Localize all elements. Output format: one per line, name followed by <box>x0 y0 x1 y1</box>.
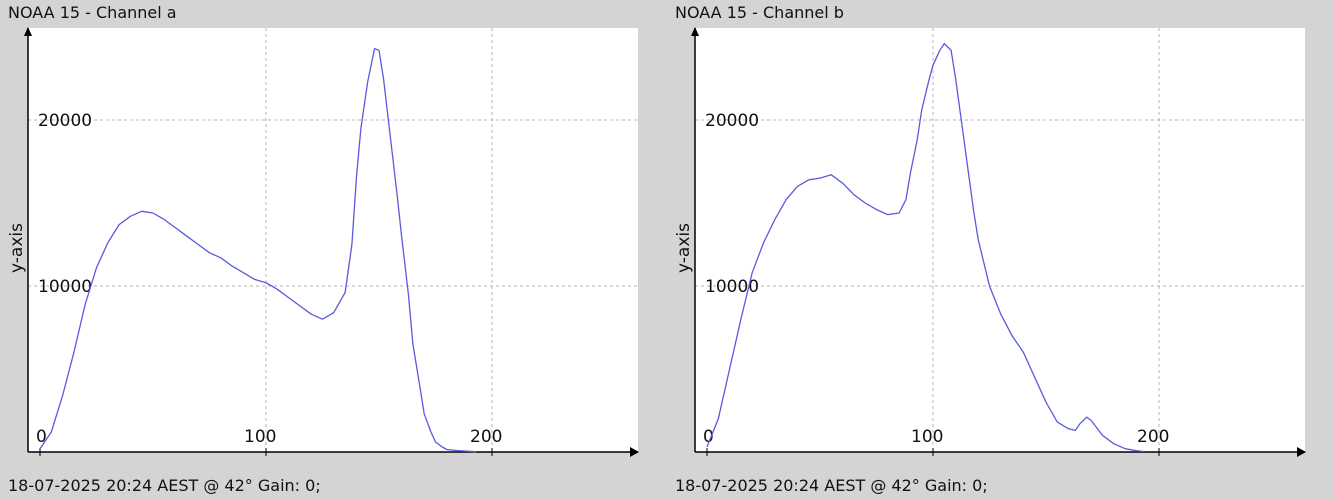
y-axis-arrow <box>691 27 699 36</box>
x-tick-label: 100 <box>911 427 943 447</box>
y-axis-title: y-axis <box>7 223 27 273</box>
y-tick-label: 20000 <box>38 111 92 131</box>
chart-panel-channel-a: NOAA 15 - Channel a 0 100 200 10000 20000 y-a… <box>7 3 639 495</box>
x-tick-label: 100 <box>244 427 276 447</box>
x-tick-label: 0 <box>36 427 47 447</box>
chart-canvas: 0 100 200 10000 20000 y-axis <box>7 27 639 457</box>
chart-canvas: 0 100 200 10000 20000 y-axis <box>674 27 1306 457</box>
chart-title: NOAA 15 - Channel b <box>675 3 844 22</box>
x-tick-label: 200 <box>470 427 502 447</box>
x-tick-label: 0 <box>703 427 714 447</box>
series-line <box>706 42 1144 453</box>
y-axis-arrow <box>24 27 32 36</box>
y-tick-label: 20000 <box>705 111 759 131</box>
chart-panel-channel-b: NOAA 15 - Channel b 0 100 200 10000 20000 y-a… <box>667 0 1334 500</box>
chart-footer-status: 18-07-2025 20:24 AEST @ 42° Gain: 0; <box>675 476 988 495</box>
chart-footer-status: 18-07-2025 20:24 AEST @ 42° Gain: 0; <box>8 476 321 495</box>
y-tick-label: 10000 <box>705 277 759 297</box>
plot-area <box>695 28 1305 452</box>
y-axis-title: y-axis <box>674 223 694 273</box>
x-tick-label: 200 <box>1137 427 1169 447</box>
chart-title: NOAA 15 - Channel a <box>8 3 177 22</box>
series-line <box>39 47 477 453</box>
y-tick-label: 10000 <box>38 277 92 297</box>
x-axis-arrow <box>1297 447 1306 457</box>
x-axis-arrow <box>630 447 639 457</box>
plot-area <box>28 28 638 452</box>
